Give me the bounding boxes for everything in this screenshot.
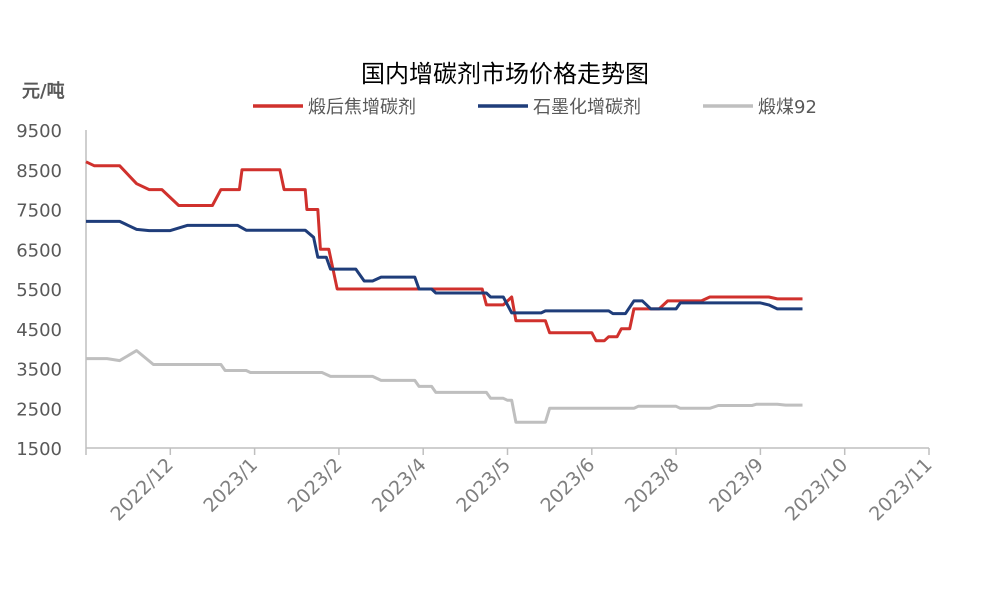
y-tick-label: 8500 [16,161,62,182]
series-line-1 [86,219,803,316]
x-tick-label: 2023/1 [199,454,262,517]
y-tick-label: 2500 [16,399,62,420]
y-tick-label: 6500 [16,240,62,261]
legend-label-series-0: 煅后焦增碳剂 [308,97,416,118]
x-tick-label: 2023/6 [537,454,600,517]
series-line-0 [85,160,803,343]
x-tick-label: 2023/2 [284,454,347,517]
y-tick-label: 1500 [16,439,62,460]
y-tick-label: 9500 [16,121,62,142]
x-tick-label: 2022/12 [106,454,177,525]
x-tick-label: 2023/11 [865,454,936,525]
legend-label-series-2: 煅煤92 [758,97,817,118]
legend-label-series-1: 石墨化增碳剂 [533,97,641,118]
y-axis: 1500 2500 3500 4500 5500 6500 7500 8500 9500 [16,121,62,460]
series-line-2 [86,349,803,424]
x-tick-label: 2023/8 [621,454,684,517]
chart-title: 国内增碳剂市场价格走势图 [361,60,649,88]
x-tick-label: 2023/9 [705,454,768,517]
x-axis: 2022/12 2023/1 2023/2 2023/4 2023/5 2023/6 202… [85,130,937,525]
x-tick-label: 2023/4 [368,454,431,517]
x-tick-label: 2023/5 [452,454,515,517]
y-tick-label: 7500 [16,201,62,222]
x-tick-label: 2023/10 [781,454,852,525]
y-axis-unit-label: 元/吨 [22,80,65,102]
series-layer [85,160,803,424]
legend: 煅后焦增碳剂 石墨化增碳剂 煅煤92 [253,97,817,118]
y-tick-label: 3500 [16,360,62,381]
y-tick-label: 5500 [16,280,62,301]
y-tick-label: 4500 [16,320,62,341]
